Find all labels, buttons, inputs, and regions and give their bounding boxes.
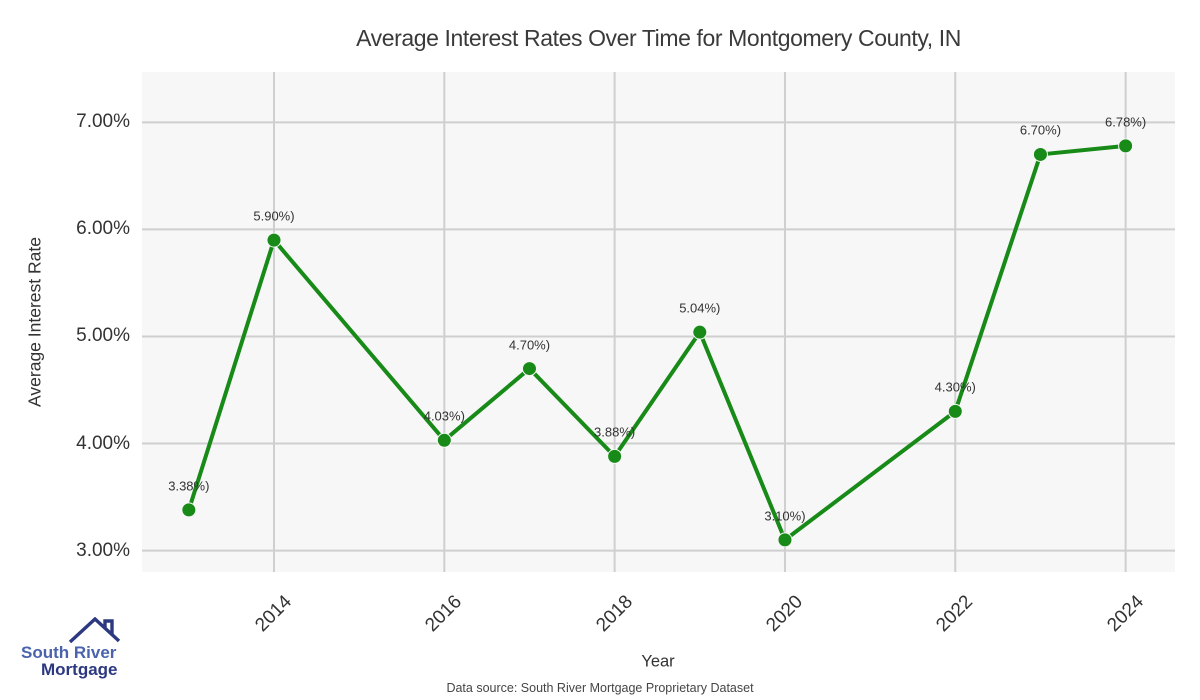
data-point-label: 3.10%) xyxy=(764,508,806,524)
y-tick-label: 4.00% xyxy=(76,432,130,454)
data-point-label: 4.03%) xyxy=(423,408,465,424)
source-note: Data source: South River Mortgage Propri… xyxy=(446,681,754,695)
x-tick-label: 2014 xyxy=(251,591,297,637)
data-point-marker xyxy=(266,232,282,248)
series-line xyxy=(186,143,1128,542)
x-axis-title: Year xyxy=(641,652,675,671)
x-tick-label: 2018 xyxy=(591,591,637,637)
chart-title: Average Interest Rates Over Time for Mon… xyxy=(356,25,961,51)
plot-area: 3.38%) 5.90%) 4.03%) 4.70%) 3.88%) 5.04%) 3.10… xyxy=(142,72,1175,572)
data-point-label: 3.88%) xyxy=(594,424,636,440)
logo-text-line2: Mortgage xyxy=(41,660,118,679)
data-point-label: 3.38%) xyxy=(168,478,210,494)
logo-text-line1: South River xyxy=(21,643,117,662)
line-chart xyxy=(142,72,1175,572)
data-point-marker xyxy=(777,532,793,548)
data-point-marker xyxy=(521,361,537,377)
data-point-marker xyxy=(947,403,963,419)
y-tick-label: 7.00% xyxy=(76,111,130,133)
data-point-marker xyxy=(436,432,452,448)
data-point-label: 4.30%) xyxy=(934,379,976,395)
data-point-label: 6.78%) xyxy=(1104,114,1147,130)
y-tick-label: 3.00% xyxy=(76,539,130,561)
x-tick-label: 2020 xyxy=(762,591,807,637)
data-point-label: 5.04%) xyxy=(679,300,721,316)
logo: South River Mortgage xyxy=(15,614,165,694)
y-tick-label: 5.00% xyxy=(76,325,130,347)
data-point-marker xyxy=(1118,138,1134,154)
data-point-label: 6.70%) xyxy=(1019,122,1062,138)
x-tick-label: 2024 xyxy=(1102,591,1148,637)
data-point-marker xyxy=(692,324,708,340)
y-tick-label: 6.00% xyxy=(76,218,130,240)
x-tick-label: 2016 xyxy=(421,591,467,637)
data-point-marker xyxy=(181,502,197,518)
data-point-marker xyxy=(607,448,623,464)
house-roof-icon xyxy=(68,617,121,644)
y-axis-title: Average Interest Rate xyxy=(24,237,45,407)
data-point-label: 4.70%) xyxy=(508,337,551,353)
data-point-marker xyxy=(1032,146,1048,162)
x-tick-label: 2022 xyxy=(932,591,978,637)
data-point-label: 5.90%) xyxy=(253,208,295,224)
